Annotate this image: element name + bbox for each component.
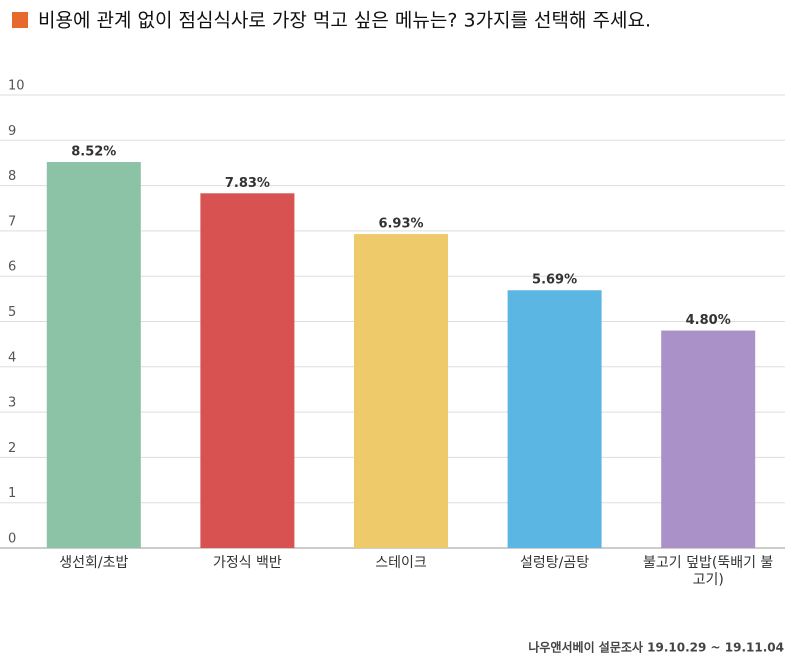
y-tick-label: 10 (8, 79, 25, 94)
y-tick-label: 0 (8, 532, 16, 547)
title-marker (12, 12, 28, 28)
y-tick-label: 5 (8, 305, 16, 320)
x-tick-label: 스테이크 (375, 555, 427, 571)
x-tick-label: 불고기 덮밥(뚝배기 불고기) (643, 555, 774, 588)
bar (200, 193, 295, 548)
data-label: 8.52% (71, 145, 116, 160)
bar (46, 162, 141, 548)
data-label: 7.83% (225, 176, 270, 191)
source: 나우앤서베이 설문조사 19.10.29 ~ 19.11.04 (528, 640, 784, 655)
chart-title: 비용에 관계 없이 점심식사로 가장 먹고 싶은 메뉴는? 3가지를 선택해 주… (38, 10, 651, 32)
y-tick-label: 8 (8, 169, 16, 184)
bar (354, 234, 448, 549)
y-tick-label: 1 (8, 486, 16, 501)
y-tick-label: 3 (8, 396, 16, 411)
y-tick-label: 2 (8, 441, 16, 456)
y-tick-label: 6 (8, 260, 16, 275)
bar (661, 330, 756, 548)
data-label: 4.80% (686, 313, 731, 328)
y-tick-label: 4 (8, 350, 16, 365)
data-label: 6.93% (378, 217, 423, 232)
x-tick-label: 가정식 백반 (212, 555, 282, 571)
x-tick-label: 설렁탕/곰탕 (520, 555, 590, 571)
bar (507, 290, 602, 548)
y-tick-label: 9 (8, 124, 16, 139)
data-label: 5.69% (532, 273, 577, 288)
x-tick-label: 생선회/초밥 (59, 555, 129, 571)
y-tick-label: 7 (8, 214, 16, 229)
